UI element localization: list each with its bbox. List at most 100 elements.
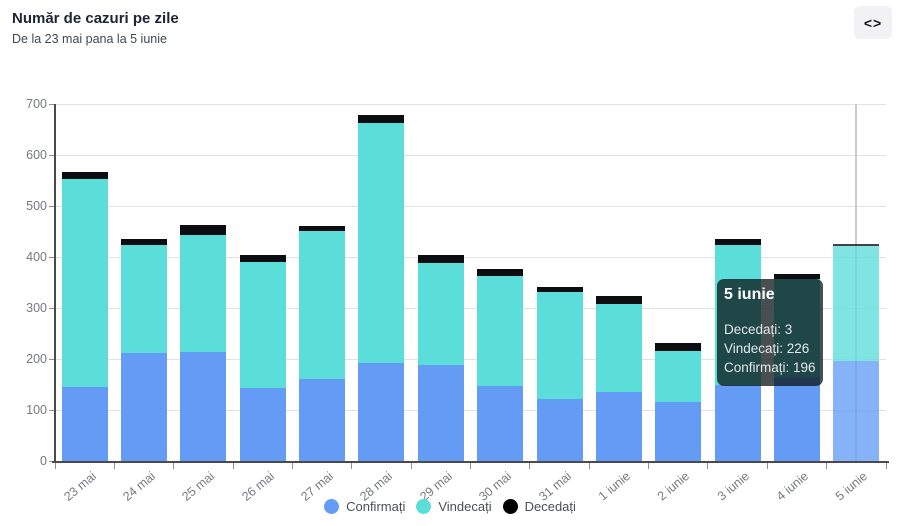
x-axis-label-4-iunie: 4 iunie bbox=[773, 469, 811, 504]
legend-item-confirmati[interactable]: Confirmați bbox=[324, 499, 405, 514]
x-tick-11 bbox=[707, 463, 709, 469]
bar-segment-decedati-24-mai[interactable] bbox=[121, 239, 168, 246]
y-tick-700 bbox=[49, 103, 55, 105]
gridline-100 bbox=[55, 409, 886, 411]
y-tick-300 bbox=[49, 307, 55, 309]
bar-segment-confirmati-30-mai[interactable] bbox=[477, 385, 524, 461]
y-tick-200 bbox=[49, 358, 55, 360]
bar-segment-confirmati-24-mai[interactable] bbox=[121, 352, 168, 461]
bar-segment-vindecati-27-mai[interactable] bbox=[299, 230, 346, 379]
legend-item-decedati[interactable]: Decedați bbox=[502, 499, 576, 514]
legend-item-vindecati[interactable]: Vindecați bbox=[416, 499, 492, 514]
bar-segment-confirmati-23-mai[interactable] bbox=[61, 386, 108, 461]
bar-segment-decedati-29-mai[interactable] bbox=[417, 254, 464, 264]
bar-segment-vindecati-26-mai[interactable] bbox=[239, 261, 286, 389]
legend-label-decedati: Decedați bbox=[524, 499, 576, 514]
bar-segment-confirmati-26-mai[interactable] bbox=[239, 388, 286, 461]
gridline-300 bbox=[55, 307, 886, 309]
bar-segment-vindecati-5-iunie[interactable] bbox=[833, 245, 880, 362]
bar-segment-decedati-2-iunie[interactable] bbox=[655, 343, 702, 351]
embed-code-button[interactable]: <> bbox=[854, 6, 892, 39]
bar-segment-confirmati-29-mai[interactable] bbox=[417, 364, 464, 461]
bar-segment-vindecati-30-mai[interactable] bbox=[477, 276, 524, 386]
y-axis-line bbox=[54, 104, 56, 463]
bar-segment-confirmati-2-iunie[interactable] bbox=[655, 402, 702, 461]
bar-segment-vindecati-23-mai[interactable] bbox=[61, 179, 108, 387]
y-axis-label-100: 100 bbox=[26, 403, 47, 417]
x-tick-12 bbox=[766, 463, 768, 469]
y-tick-500 bbox=[49, 205, 55, 207]
bar-segment-decedati-28-mai[interactable] bbox=[358, 115, 405, 123]
y-axis-label-500: 500 bbox=[26, 199, 47, 213]
bar-segment-vindecati-1-iunie[interactable] bbox=[595, 303, 642, 392]
y-tick-400 bbox=[49, 256, 55, 258]
y-axis-label-0: 0 bbox=[40, 454, 47, 468]
legend-label-vindecati: Vindecați bbox=[438, 499, 492, 514]
bar-segment-confirmati-3-iunie[interactable] bbox=[714, 385, 761, 461]
bar-segment-decedati-23-mai[interactable] bbox=[61, 172, 108, 180]
y-axis-label-600: 600 bbox=[26, 148, 47, 162]
bar-segment-confirmati-28-mai[interactable] bbox=[358, 362, 405, 461]
gridline-500 bbox=[55, 205, 886, 207]
y-axis-label-200: 200 bbox=[26, 352, 47, 366]
chart-legend: Confirmați Vindecați Decedați bbox=[0, 499, 900, 514]
bar-segment-decedati-4-iunie[interactable] bbox=[773, 273, 820, 279]
y-axis-label-700: 700 bbox=[26, 97, 47, 111]
tooltip-line-confirmati: Confirmați: 196 bbox=[724, 360, 816, 375]
x-tick-6 bbox=[410, 463, 412, 469]
chart-subtitle: De la 23 mai pana la 5 iunie bbox=[12, 32, 167, 46]
x-tick-10 bbox=[648, 463, 650, 469]
bar-segment-decedati-5-iunie[interactable] bbox=[833, 244, 880, 246]
bar-segment-vindecati-24-mai[interactable] bbox=[121, 245, 168, 353]
bar-segment-decedati-3-iunie[interactable] bbox=[714, 239, 761, 245]
x-tick-13 bbox=[826, 463, 828, 469]
tooltip-body: Decedați: 3 Vindecați: 226 Confirmați: 196 bbox=[724, 320, 817, 377]
bar-segment-decedati-25-mai[interactable] bbox=[180, 225, 227, 236]
bar-segment-vindecati-29-mai[interactable] bbox=[417, 263, 464, 365]
bar-segment-vindecati-31-mai[interactable] bbox=[536, 292, 583, 400]
y-tick-600 bbox=[49, 154, 55, 156]
x-tick-0 bbox=[54, 463, 56, 469]
x-tick-1 bbox=[113, 463, 115, 469]
bar-segment-decedati-30-mai[interactable] bbox=[477, 269, 524, 277]
x-axis-label-2-iunie: 2 iunie bbox=[655, 469, 693, 504]
bar-segment-vindecati-28-mai[interactable] bbox=[358, 122, 405, 363]
x-tick-9 bbox=[588, 463, 590, 469]
legend-label-confirmati: Confirmați bbox=[346, 499, 406, 514]
bar-segment-confirmati-1-iunie[interactable] bbox=[595, 391, 642, 461]
gridline-700 bbox=[55, 103, 886, 105]
gridline-400 bbox=[55, 256, 886, 258]
bar-segment-vindecati-2-iunie[interactable] bbox=[655, 350, 702, 403]
y-tick-100 bbox=[49, 409, 55, 411]
bar-segment-vindecati-25-mai[interactable] bbox=[180, 235, 227, 353]
bar-segment-confirmati-5-iunie[interactable] bbox=[833, 361, 880, 461]
bar-segment-decedati-27-mai[interactable] bbox=[299, 226, 346, 231]
bar-segment-confirmati-25-mai[interactable] bbox=[180, 352, 227, 461]
x-axis-label-25-mai: 25 mai bbox=[179, 469, 218, 504]
bar-segment-decedati-1-iunie[interactable] bbox=[595, 296, 642, 304]
bar-segment-decedati-31-mai[interactable] bbox=[536, 287, 583, 293]
x-axis-label-26-mai: 26 mai bbox=[238, 469, 277, 504]
x-axis-label-30-mai: 30 mai bbox=[476, 469, 515, 504]
bar-segment-confirmati-4-iunie[interactable] bbox=[773, 376, 820, 461]
x-axis-line bbox=[52, 461, 889, 463]
y-axis-label-300: 300 bbox=[26, 301, 47, 315]
x-axis-label-23-mai: 23 mai bbox=[60, 469, 99, 504]
x-axis-label-27-mai: 27 mai bbox=[298, 469, 337, 504]
tooltip-title: 5 iunie bbox=[724, 286, 775, 303]
x-tick-2 bbox=[173, 463, 175, 469]
bar-segment-decedati-26-mai[interactable] bbox=[239, 254, 286, 262]
x-tick-14 bbox=[885, 463, 887, 469]
bar-segment-confirmati-31-mai[interactable] bbox=[536, 399, 583, 461]
x-axis-label-31-mai: 31 mai bbox=[535, 469, 574, 504]
x-tick-4 bbox=[291, 463, 293, 469]
legend-dot-decedati bbox=[502, 499, 518, 514]
tooltip-line-decedati: Decedați: 3 bbox=[724, 322, 793, 337]
chart-tooltip: 5 iunie Decedați: 3 Vindecați: 226 Confirm… bbox=[717, 279, 823, 386]
page-title: Număr de cazuri pe zile bbox=[12, 10, 179, 27]
bar-segment-confirmati-27-mai[interactable] bbox=[299, 378, 346, 461]
code-icon: <> bbox=[863, 14, 883, 31]
x-tick-5 bbox=[351, 463, 353, 469]
x-axis-label-28-mai: 28 mai bbox=[357, 469, 396, 504]
